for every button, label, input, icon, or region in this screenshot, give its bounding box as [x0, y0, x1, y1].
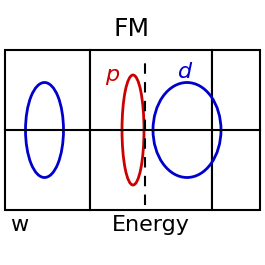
Bar — [90, 50, 212, 210]
Text: p: p — [105, 65, 119, 85]
Text: d: d — [178, 62, 192, 82]
Text: w: w — [10, 215, 28, 235]
Text: Energy: Energy — [112, 215, 190, 235]
Bar — [5, 50, 90, 210]
Text: FM: FM — [114, 17, 150, 41]
Bar — [212, 50, 260, 210]
